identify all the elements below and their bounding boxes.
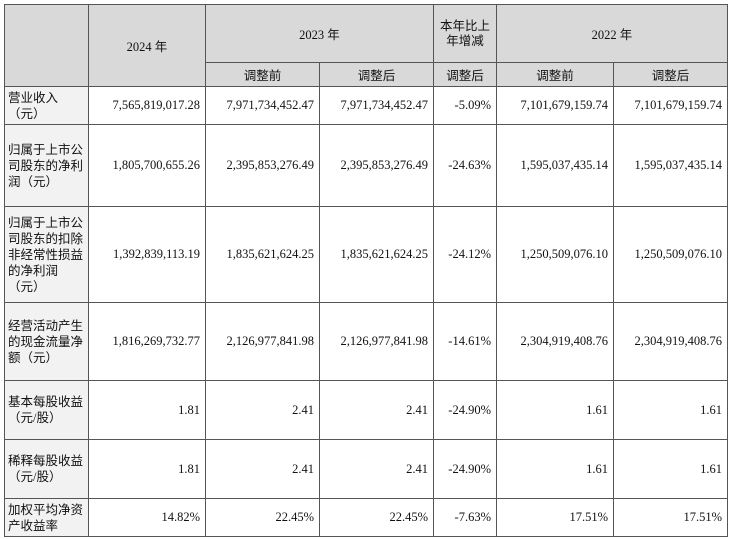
value-2022-after: 1,250,509,076.10	[613, 206, 728, 303]
value-2022-after: 17.51%	[613, 498, 728, 537]
value-change: -24.90%	[433, 439, 497, 499]
financial-summary-table: 2024 年 2023 年 本年比上年增减 2022 年 调整前 调整后 调整后…	[4, 4, 728, 537]
value-2022-after: 1,595,037,435.14	[613, 124, 728, 207]
value-2023-before: 1,835,621,624.25	[205, 206, 320, 303]
value-2023-after: 22.45%	[319, 498, 434, 537]
value-2024: 1.81	[88, 380, 206, 440]
value-change: -24.63%	[433, 124, 497, 207]
value-2022-before: 1,595,037,435.14	[496, 124, 614, 207]
value-2022-after: 1.61	[613, 439, 728, 499]
header-2022-before: 调整前	[496, 62, 614, 87]
header-corner-cell	[4, 4, 89, 87]
value-2022-before: 1,250,509,076.10	[496, 206, 614, 303]
table-row: 基本每股收益（元/股） 1.81 2.41 2.41 -24.90% 1.61 …	[4, 380, 728, 440]
header-change: 本年比上年增减	[433, 4, 497, 63]
table-row: 加权平均净资产收益率 14.82% 22.45% 22.45% -7.63% 1…	[4, 498, 728, 537]
table-row: 稀释每股收益（元/股） 1.81 2.41 2.41 -24.90% 1.61 …	[4, 439, 728, 499]
header-change-after: 调整后	[433, 62, 497, 87]
value-2024: 1.81	[88, 439, 206, 499]
table-row: 归属于上市公司股东的扣除非经常性损益的净利润（元） 1,392,839,113.…	[4, 206, 728, 303]
value-2023-after: 2,126,977,841.98	[319, 302, 434, 381]
value-change: -24.90%	[433, 380, 497, 440]
value-change: -7.63%	[433, 498, 497, 537]
value-2023-after: 1,835,621,624.25	[319, 206, 434, 303]
table-row: 营业收入（元） 7,565,819,017.28 7,971,734,452.4…	[4, 86, 728, 125]
value-2023-before: 7,971,734,452.47	[205, 86, 320, 125]
value-2022-before: 1.61	[496, 380, 614, 440]
value-2024: 7,565,819,017.28	[88, 86, 206, 125]
table-row: 经营活动产生的现金流量净额（元） 1,816,269,732.77 2,126,…	[4, 302, 728, 381]
value-change: -5.09%	[433, 86, 497, 125]
header-2023: 2023 年	[205, 4, 434, 63]
value-2023-before: 2.41	[205, 380, 320, 440]
header-2022: 2022 年	[496, 4, 728, 63]
value-change: -24.12%	[433, 206, 497, 303]
value-2024: 1,816,269,732.77	[88, 302, 206, 381]
row-label: 归属于上市公司股东的扣除非经常性损益的净利润（元）	[4, 206, 89, 303]
header-2022-after: 调整后	[613, 62, 728, 87]
row-label: 归属于上市公司股东的净利润（元）	[4, 124, 89, 207]
value-2023-before: 2.41	[205, 439, 320, 499]
value-2022-before: 2,304,919,408.76	[496, 302, 614, 381]
header-2024: 2024 年	[88, 4, 206, 87]
row-label: 基本每股收益（元/股）	[4, 380, 89, 440]
value-2023-before: 2,126,977,841.98	[205, 302, 320, 381]
header-2023-after: 调整后	[319, 62, 434, 87]
value-2023-before: 22.45%	[205, 498, 320, 537]
value-2022-before: 7,101,679,159.74	[496, 86, 614, 125]
value-2024: 1,392,839,113.19	[88, 206, 206, 303]
value-2023-after: 2.41	[319, 439, 434, 499]
table-row: 归属于上市公司股东的净利润（元） 1,805,700,655.26 2,395,…	[4, 124, 728, 207]
value-2022-after: 7,101,679,159.74	[613, 86, 728, 125]
value-change: -14.61%	[433, 302, 497, 381]
row-label: 加权平均净资产收益率	[4, 498, 89, 537]
value-2022-after: 1.61	[613, 380, 728, 440]
value-2024: 14.82%	[88, 498, 206, 537]
value-2023-after: 2,395,853,276.49	[319, 124, 434, 207]
value-2023-after: 7,971,734,452.47	[319, 86, 434, 125]
value-2023-after: 2.41	[319, 380, 434, 440]
row-label: 稀释每股收益（元/股）	[4, 439, 89, 499]
value-2024: 1,805,700,655.26	[88, 124, 206, 207]
value-2022-before: 17.51%	[496, 498, 614, 537]
row-label: 营业收入（元）	[4, 86, 89, 125]
header-2023-before: 调整前	[205, 62, 320, 87]
value-2022-after: 2,304,919,408.76	[613, 302, 728, 381]
value-2022-before: 1.61	[496, 439, 614, 499]
row-label: 经营活动产生的现金流量净额（元）	[4, 302, 89, 381]
value-2023-before: 2,395,853,276.49	[205, 124, 320, 207]
